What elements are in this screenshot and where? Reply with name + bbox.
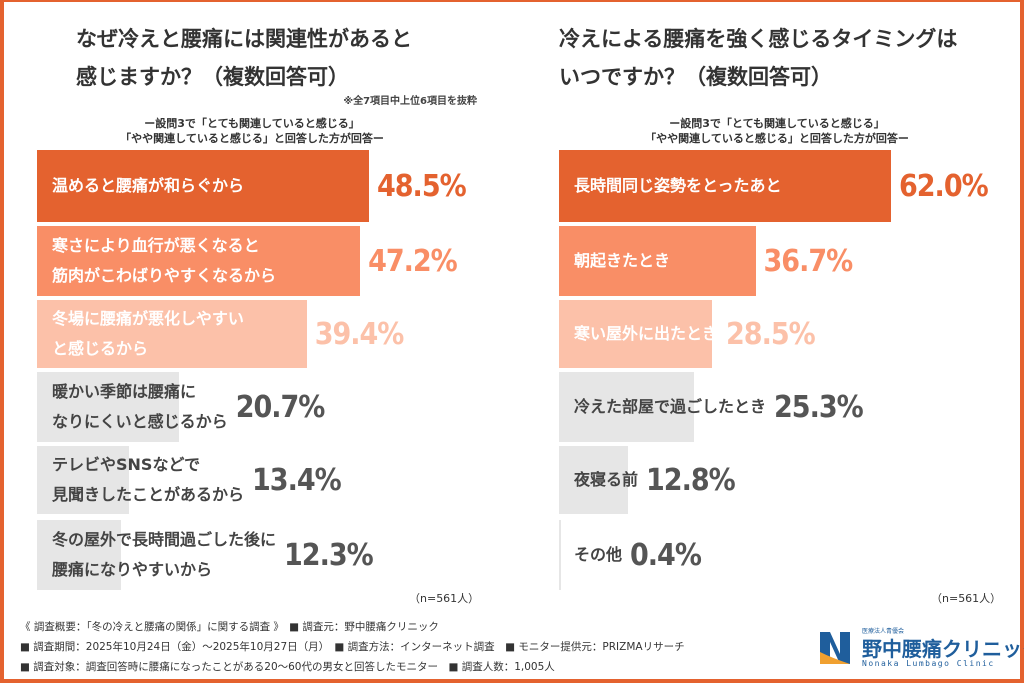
value-label: 13.4%: [252, 462, 342, 498]
bar-row: 暖かい季節は腰痛に なりにくいと感じるから 20.7%: [37, 372, 326, 442]
bar: [559, 446, 628, 514]
bar-row: 温めると腰痛が和らぐから 48.5%: [37, 150, 467, 222]
logo-org: 医療法人青優会: [862, 628, 905, 635]
bar-label: 冬場に腰痛が悪化しやすい と感じるから: [52, 309, 244, 358]
footer-line: 《 調査概要：「冬の冷えと腰痛の関係」に関する調査 》 ■ 調査元：野中腰痛クリ…: [20, 621, 439, 633]
value-label: 20.7%: [235, 389, 326, 425]
bar-label: 冬の屋外で長時間過ごした後に 腰痛になりやすいから: [52, 530, 277, 579]
bar-row: 朝起きたとき 36.7%: [559, 226, 854, 296]
bar-label: 寒さにより血行が悪くなると 筋肉がこわばりやすくなるから: [52, 236, 277, 285]
footer-line: ■ 調査対象：調査回答時に腰痛になったことがある20～60代の男女と回答したモニ…: [20, 661, 555, 673]
bar-row: その他 0.4%: [559, 520, 702, 590]
bar: [37, 150, 369, 222]
chart-note: ※全7項目中上位6項目を抜粋: [343, 96, 477, 107]
value-label: 12.3%: [284, 537, 374, 573]
bar: [559, 520, 562, 590]
clinic-logo: 医療法人青優会 野中腰痛クリニック Nonaka Lumbago Clinic: [818, 624, 1024, 672]
logo-en: Nonaka Lumbago Clinic: [862, 659, 995, 668]
chart-title: なぜ冷えと腰痛には関連性があると 感じますか？（複数回答可）: [76, 27, 412, 89]
footer-line: ■ 調査期間：2025年10月24日（金）～2025年10月27日（月） ■ 調…: [20, 641, 685, 653]
bar-row: 長時間同じ姿勢をとったあと 62.0%: [559, 150, 989, 222]
chart-subtitle: ー設問3で「とても関連していると感じる」 「やや関連していると感じる」と回答した…: [120, 117, 384, 145]
bar-row: 夜寝る前 12.8%: [559, 446, 736, 514]
bar: [37, 300, 307, 368]
value-label: 25.3%: [774, 389, 864, 425]
bar: [37, 226, 361, 296]
value-label: 12.8%: [646, 462, 736, 498]
chart-subtitle: ー設問3で「とても関連していると感じる」 「やや関連していると感じる」と回答した…: [645, 117, 909, 145]
value-label: 47.2%: [368, 243, 458, 279]
bar: [37, 520, 122, 590]
bar-label: その他: [574, 545, 623, 564]
bar: [559, 150, 891, 222]
value-label: 39.4%: [314, 316, 405, 352]
bar-row: 冬場に腰痛が悪化しやすい と感じるから 39.4%: [37, 300, 405, 368]
bar: [559, 300, 712, 368]
bar-label: 暖かい季節は腰痛に なりにくいと感じるから: [52, 382, 228, 431]
bar-label: 寒い屋外に出たとき: [574, 324, 719, 343]
logo-name: 野中腰痛クリニック: [862, 637, 1024, 661]
sample-size: （n=561人）: [931, 592, 1002, 605]
survey-footer: 《 調査概要：「冬の冷えと腰痛の関係」に関する調査 》 ■ 調査元：野中腰痛クリ…: [20, 617, 685, 677]
clinic-logo-icon: [820, 632, 850, 664]
bar-row: 冷えた部屋で過ごしたとき 25.3%: [559, 372, 864, 442]
value-label: 36.7%: [763, 243, 854, 279]
value-label: 48.5%: [377, 168, 467, 204]
bar-row: テレビやSNSなどで 見聞きしたことがあるから 13.4%: [37, 446, 342, 514]
bar: [37, 446, 129, 514]
value-label: 62.0%: [899, 168, 989, 204]
chart-title: 冷えによる腰痛を強く感じるタイミングは いつですか？（複数回答可）: [559, 27, 958, 89]
bar: [37, 372, 179, 442]
bar-row: 冬の屋外で長時間過ごした後に 腰痛になりやすいから 12.3%: [37, 520, 374, 590]
bar-row: 寒さにより血行が悪くなると 筋肉がこわばりやすくなるから 47.2%: [37, 226, 458, 296]
bar-label: 冷えた部屋で過ごしたとき: [574, 397, 767, 416]
bar-label: 夜寝る前: [574, 470, 639, 489]
bar-row: 寒い屋外に出たとき 28.5%: [559, 300, 816, 368]
bar-label: テレビやSNSなどで 見聞きしたことがあるから: [52, 455, 245, 504]
bar-label: 朝起きたとき: [574, 251, 671, 270]
value-label: 0.4%: [630, 537, 702, 573]
sample-size: （n=561人）: [409, 592, 480, 605]
bar: [559, 226, 756, 296]
bar: [559, 372, 695, 442]
bar-label: 温めると腰痛が和らぐから: [52, 176, 245, 195]
bar-label: 長時間同じ姿勢をとったあと: [574, 176, 782, 195]
value-label: 28.5%: [726, 316, 816, 352]
